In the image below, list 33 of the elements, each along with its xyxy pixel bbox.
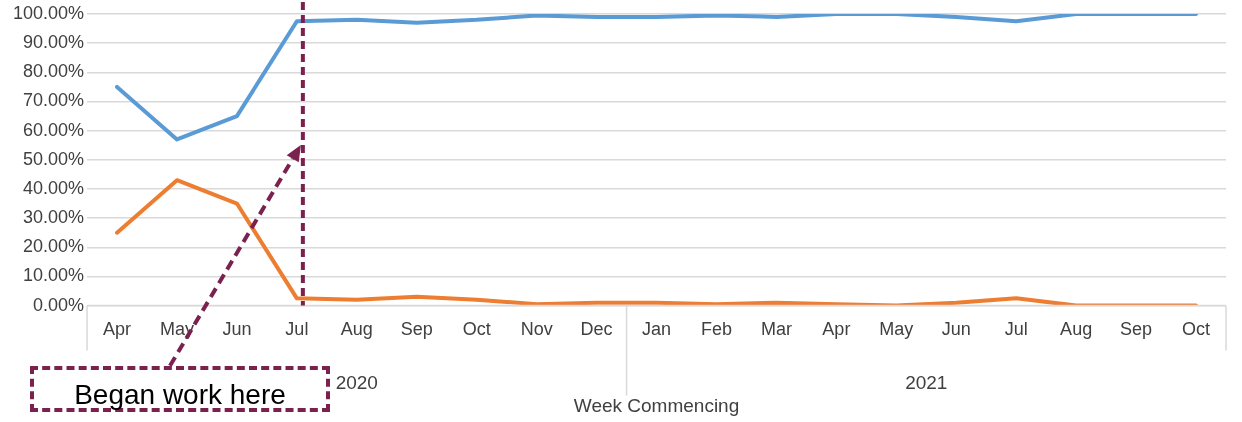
y-tick-label: 20.00% (23, 236, 85, 257)
x-tick-label: Apr (822, 319, 851, 340)
x-tick-label: Nov (520, 319, 553, 340)
y-tick-label: 30.00% (23, 207, 85, 228)
x-tick-label: Dec (580, 319, 613, 340)
y-tick-label: 10.00% (23, 265, 85, 286)
y-tick-label: 90.00% (23, 32, 85, 53)
y-tick-label: 0.00% (33, 294, 85, 315)
y-tick-label: 80.00% (23, 61, 85, 82)
x-tick-label: Feb (700, 319, 732, 340)
x-tick-label: Jul (285, 319, 309, 340)
x-tick-label: May (879, 319, 914, 340)
y-tick-label: 70.00% (23, 90, 85, 111)
y-tick-label: 40.00% (23, 177, 85, 198)
y-tick-label: 50.00% (23, 148, 85, 169)
text: 2020 (335, 371, 378, 393)
x-tick-label: Jan (642, 319, 672, 340)
x-tick-label: Jun (941, 319, 971, 340)
x-tick-label: Oct (1182, 319, 1211, 340)
x-tick-label: Aug (1060, 319, 1093, 340)
x-tick-label: Aug (340, 319, 373, 340)
y-tick-label: 60.00% (23, 119, 85, 140)
text: 2021 (905, 371, 948, 393)
x-axis-title: Week Commencing (573, 394, 740, 416)
y-tick-label: 100.00% (13, 2, 85, 23)
x-tick-label: Sep (1120, 319, 1153, 340)
x-tick-label: Sep (400, 319, 433, 340)
x-tick-label: Mar (760, 319, 792, 340)
x-tick-label: Oct (462, 319, 491, 340)
x-tick-label: Jul (1004, 319, 1028, 340)
callout-box: Began work here (30, 366, 330, 412)
x-tick-label: Apr (103, 319, 132, 340)
x-tick-label: Jun (222, 319, 252, 340)
